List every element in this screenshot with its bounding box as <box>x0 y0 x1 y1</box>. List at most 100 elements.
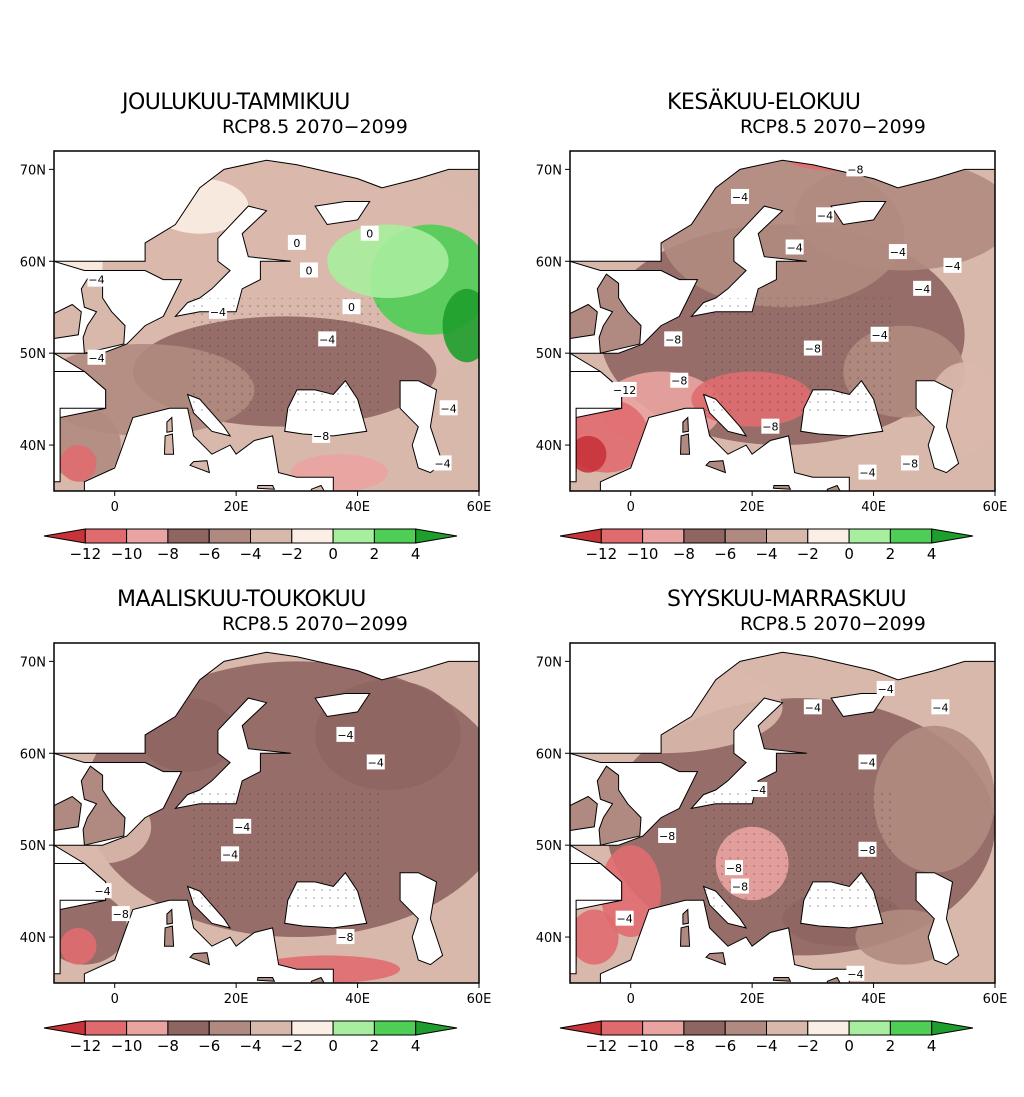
contour-label: −8 <box>113 908 129 921</box>
contour-label-bg <box>803 699 822 715</box>
contour-label-bg <box>876 680 895 696</box>
island-cors <box>682 416 689 433</box>
anomaly-region <box>570 909 619 965</box>
lon-tick-label: 60E <box>983 992 1008 1007</box>
contour-label: −4 <box>88 352 104 365</box>
lon-tick-label: 0 <box>627 500 635 515</box>
contour-label-bg <box>318 331 337 347</box>
island-sicily <box>705 952 727 966</box>
contour-label-bg <box>366 754 385 770</box>
anomaly-region <box>794 160 995 271</box>
anomaly-region <box>600 845 662 938</box>
contour-label-bg <box>761 418 780 434</box>
contour-label-bg <box>300 262 318 278</box>
contour-label-bg <box>111 906 130 922</box>
map-body <box>570 643 995 983</box>
contour-label-bg <box>221 846 240 862</box>
panel-subtitle: RCP8.5 2070−2099 <box>222 613 408 635</box>
lat-tick-label: 50N <box>20 839 46 854</box>
colorbar-tick-label: −12 <box>69 1037 101 1055</box>
colorbar-segment <box>126 528 169 544</box>
colorbar-arrow-high <box>415 528 458 544</box>
colorbar-segment <box>291 528 334 544</box>
lat-tick-label: 40N <box>20 439 46 454</box>
contour-label: −4 <box>914 283 930 296</box>
contour-label-bg <box>888 244 907 260</box>
contour-label: −8 <box>732 881 748 894</box>
contour-label-bg <box>943 257 962 273</box>
colorbar-arrow-high <box>931 1020 974 1036</box>
sea-white <box>830 693 887 718</box>
contour-label: −4 <box>210 306 226 319</box>
contour-label: −8 <box>665 333 681 346</box>
contour-label-bg <box>913 280 932 296</box>
panel-son: SYYSKUU-MARRASKUU RCP8.5 2070−2099 <box>515 587 995 1097</box>
colorbar-segment <box>807 528 850 544</box>
colorbar-tick-label: 0 <box>844 545 854 563</box>
colorbar: −12 −10 −8 −6 −4 −2 0 2 4 <box>43 528 458 563</box>
lat-tick-label: 50N <box>536 347 562 362</box>
colorbar-segment <box>84 528 128 544</box>
contour-label: −8 <box>762 421 778 434</box>
contour-label-bg <box>816 207 834 223</box>
sea-caspian <box>915 872 960 966</box>
sea-caspian <box>915 380 960 474</box>
anomaly-region <box>60 927 97 965</box>
anomaly-region <box>873 725 995 873</box>
lon-tick-label: 60E <box>467 500 492 515</box>
sea-white <box>314 201 371 226</box>
contour-label-bg <box>846 161 865 177</box>
panel-title: KESÄKUU-ELOKUU <box>667 90 861 115</box>
lon-tick-label: 40E <box>861 500 886 515</box>
contour-label: −4 <box>890 246 906 259</box>
lon-tick-label: 40E <box>861 992 886 1007</box>
contour-label: −8 <box>902 457 918 470</box>
colorbar-segment <box>208 1020 251 1036</box>
map-panel: −4 −8 −4 −4 −4 −4 −4 −8 −8 −8 −12 −4 −8 −4 −8 70N 60N 50N… <box>536 150 1007 563</box>
colorbar-segment <box>848 1020 891 1036</box>
contour-label-bg <box>785 239 804 255</box>
lon-tick-label: 20E <box>224 500 249 515</box>
island-ir <box>54 303 82 340</box>
colorbar-arrow-high <box>931 528 974 544</box>
contour-label-bg <box>803 340 822 356</box>
lat-tick-label: 70N <box>20 163 46 178</box>
colorbar: −12 −10 −8 −6 −4 −2 0 2 4 <box>43 1020 458 1055</box>
lon-tick-label: 0 <box>111 992 119 1007</box>
anomaly-region <box>60 445 97 482</box>
contour-label-bg <box>439 400 458 416</box>
panel-jja: KESÄKUU-ELOKUU RCP8.5 2070−2099 <box>515 90 995 600</box>
sea-biscay <box>570 371 623 483</box>
map-body <box>570 151 995 491</box>
island-sicily <box>189 460 211 474</box>
contour-label: −4 <box>750 784 766 797</box>
colorbar-arrow-low <box>43 1020 86 1036</box>
colorbar-tick-label: −2 <box>797 1037 819 1055</box>
colorbar-segment <box>373 1020 417 1036</box>
contour-label-bg <box>287 234 306 250</box>
contour-label-bg <box>87 349 106 365</box>
island-crete <box>772 977 792 982</box>
island-sicily <box>705 460 727 474</box>
lat-tick-label: 50N <box>20 347 46 362</box>
panel-subtitle: RCP8.5 2070−2099 <box>740 116 926 138</box>
island-gb <box>596 765 642 846</box>
colorbar-segment <box>167 1020 210 1036</box>
lat-tick-label: 70N <box>536 163 562 178</box>
sea-norwegian <box>54 151 479 262</box>
colorbar-tick-label: −12 <box>69 545 101 563</box>
colorbar-tick-label: −6 <box>714 545 736 563</box>
contour-label: −8 <box>313 430 329 443</box>
contour-label: −4 <box>617 913 633 926</box>
colorbar-segment <box>373 528 417 544</box>
contour-label: −4 <box>222 848 238 861</box>
sea-norwegian <box>570 151 995 262</box>
contour-label: 0 <box>366 228 373 241</box>
lon-tick-label: 0 <box>111 500 119 515</box>
colorbar-tick-label: 4 <box>927 1037 937 1055</box>
colorbar-tick-label: −6 <box>198 545 220 563</box>
colorbar-segment <box>724 1020 768 1036</box>
